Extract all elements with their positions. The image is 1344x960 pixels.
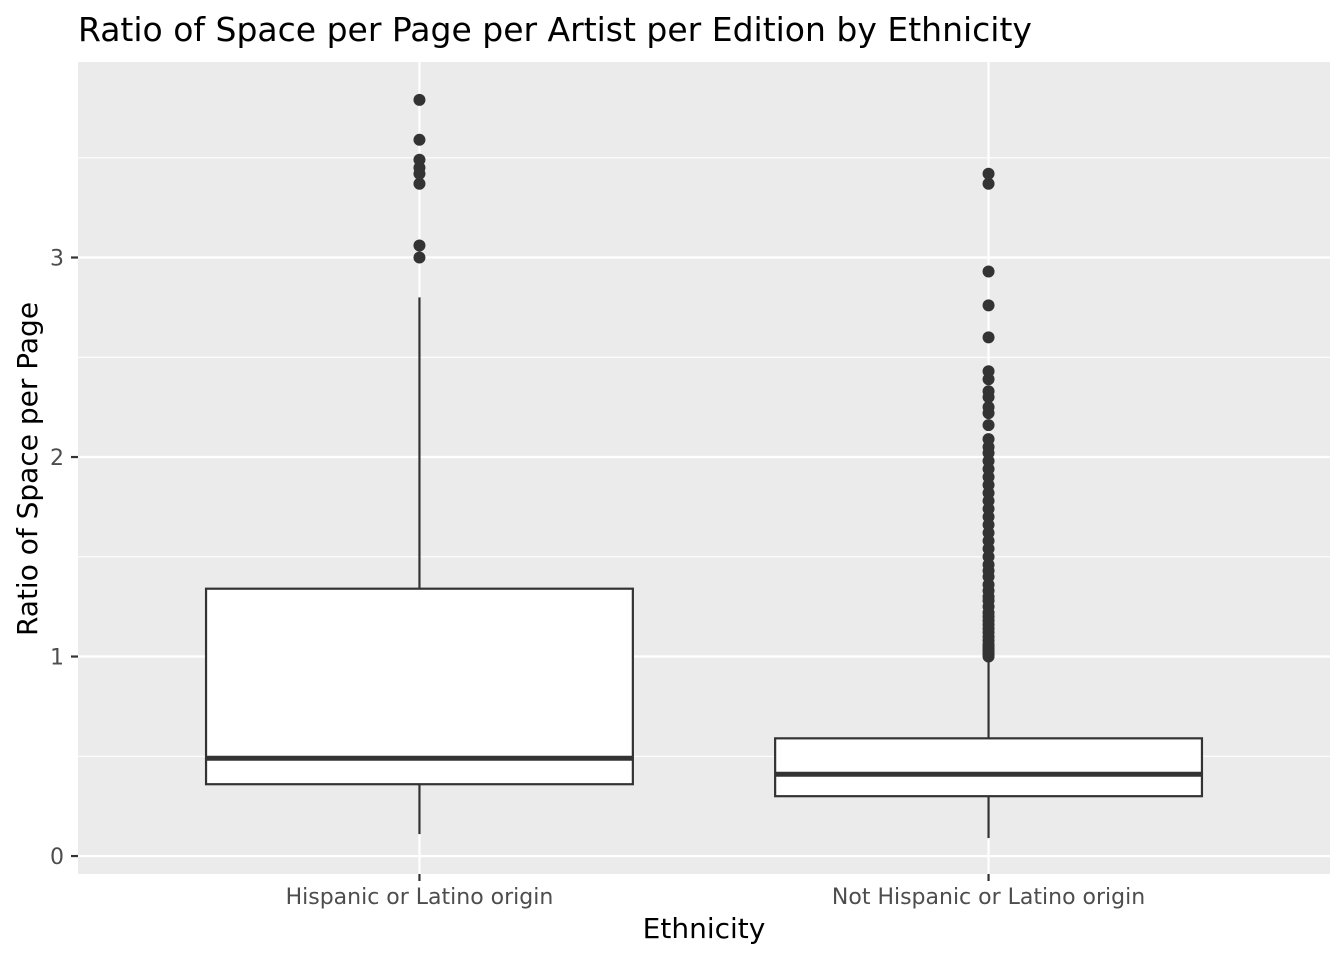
y-tick-label: 3: [50, 247, 64, 272]
outlier-point: [982, 385, 995, 398]
outlier-point: [413, 177, 426, 190]
y-tick-label: 2: [50, 446, 64, 471]
x-tick-label: Not Hispanic or Latino origin: [832, 885, 1145, 910]
boxplots: [204, 93, 1204, 839]
outlier-point: [413, 251, 426, 264]
x-axis: Hispanic or Latino origin Not Hispanic or…: [286, 874, 1145, 910]
y-tick-label: 0: [50, 845, 64, 870]
y-axis-title: Ratio of Space per Page: [11, 302, 44, 636]
box-iqr: [204, 587, 634, 786]
y-tick-label: 1: [50, 646, 64, 671]
outlier-point: [982, 299, 995, 312]
box-hispanic: [204, 93, 634, 835]
box-not-hispanic: [774, 167, 1204, 839]
outlier-point: [982, 265, 995, 278]
outlier-point: [413, 93, 426, 106]
outlier-point: [413, 239, 426, 252]
outlier-point: [982, 401, 995, 414]
y-axis: 0 1 2 3: [50, 247, 78, 870]
x-axis-title: Ethnicity: [643, 912, 766, 945]
outlier-point: [413, 133, 426, 146]
chart-title: Ratio of Space per Page per Artist per E…: [78, 10, 1032, 49]
outlier-point: [982, 177, 995, 190]
outlier-point: [982, 433, 995, 446]
outlier-point: [413, 153, 426, 166]
outlier-point: [982, 331, 995, 344]
outlier-point: [982, 419, 995, 432]
outlier-point: [982, 365, 995, 378]
x-tick-label: Hispanic or Latino origin: [286, 885, 554, 910]
outlier-point: [982, 167, 995, 180]
box-iqr: [774, 737, 1204, 798]
